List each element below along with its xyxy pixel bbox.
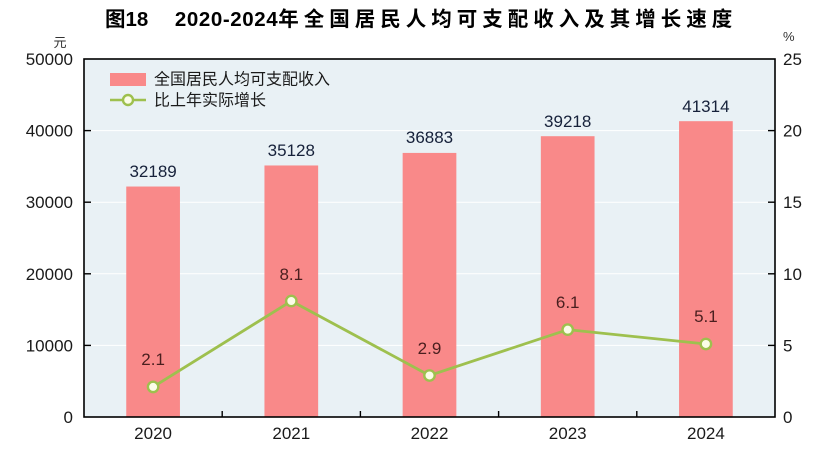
svg-text:10000: 10000 <box>26 336 73 355</box>
svg-text:图18 2020-2024年全国居民人均可支配收入及其增长速: 图18 2020-2024年全国居民人均可支配收入及其增长速度 <box>105 7 737 31</box>
svg-text:50000: 50000 <box>26 50 73 69</box>
svg-text:40000: 40000 <box>26 122 73 141</box>
svg-text:2.1: 2.1 <box>141 350 165 369</box>
svg-text:2024: 2024 <box>687 424 725 443</box>
svg-text:20000: 20000 <box>26 265 73 284</box>
svg-text:2020: 2020 <box>134 424 172 443</box>
svg-text:5.1: 5.1 <box>694 307 718 326</box>
svg-text:39218: 39218 <box>544 112 591 131</box>
svg-text:2023: 2023 <box>549 424 587 443</box>
svg-text:8.1: 8.1 <box>279 265 303 284</box>
svg-text:35128: 35128 <box>268 141 315 160</box>
svg-text:36883: 36883 <box>406 128 453 147</box>
svg-text:32189: 32189 <box>129 162 176 181</box>
svg-text:全国居民人均可支配收入: 全国居民人均可支配收入 <box>154 71 330 89</box>
svg-text:2.9: 2.9 <box>418 339 442 358</box>
svg-text:%: % <box>783 29 795 44</box>
svg-text:2022: 2022 <box>411 424 449 443</box>
svg-text:10: 10 <box>783 265 802 284</box>
svg-text:20: 20 <box>783 122 802 141</box>
svg-text:比上年实际增长: 比上年实际增长 <box>154 92 266 110</box>
svg-text:15: 15 <box>783 193 802 212</box>
svg-text:2021: 2021 <box>272 424 310 443</box>
svg-text:30000: 30000 <box>26 193 73 212</box>
svg-text:0: 0 <box>783 408 792 427</box>
svg-text:41314: 41314 <box>682 97 729 116</box>
svg-text:6.1: 6.1 <box>556 293 580 312</box>
svg-text:25: 25 <box>783 50 802 69</box>
svg-text:0: 0 <box>64 408 73 427</box>
svg-text:元: 元 <box>53 35 66 50</box>
svg-text:5: 5 <box>783 336 792 355</box>
